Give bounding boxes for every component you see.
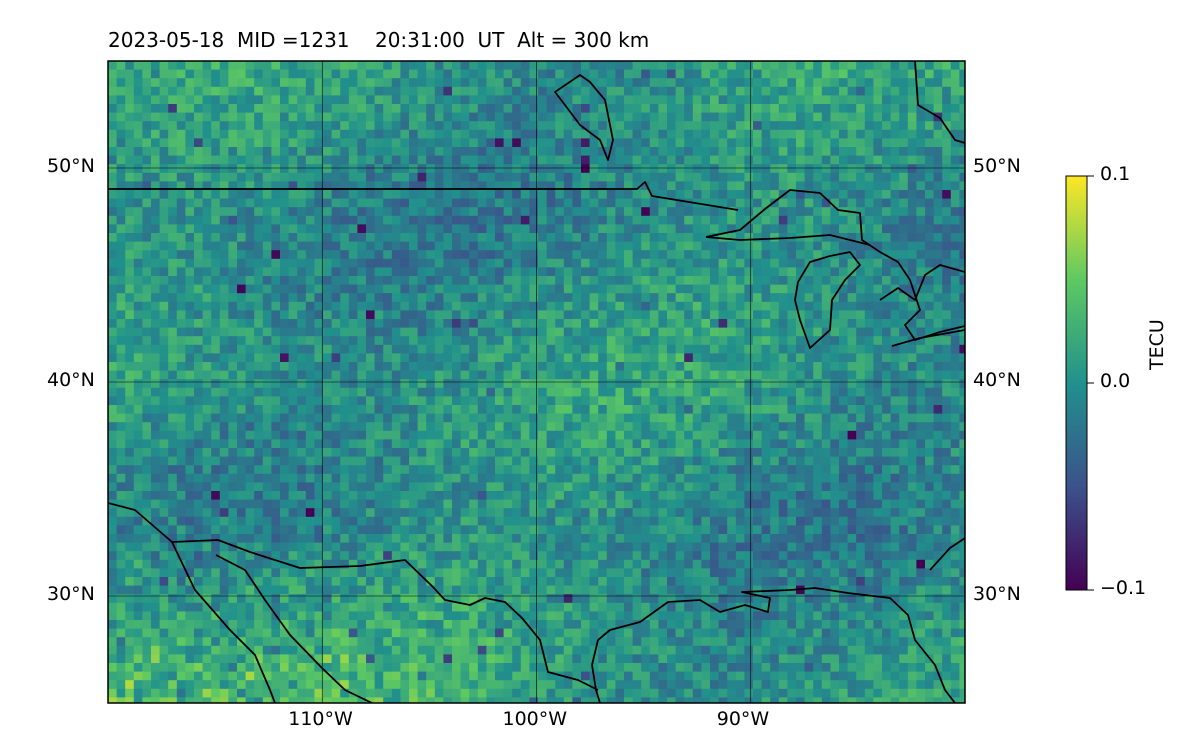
hudson-bay-coast bbox=[554, 74, 614, 161]
tec-perturbation-field bbox=[108, 61, 965, 703]
colorbar-tick-label: −0.1 bbox=[1100, 577, 1147, 599]
mexico-east-coast bbox=[591, 639, 601, 703]
title-time-unit: UT bbox=[477, 28, 505, 52]
title-date: 2023-05-18 bbox=[108, 28, 225, 52]
florida-coast bbox=[929, 537, 965, 571]
us-canada-border bbox=[108, 181, 739, 211]
baja-peninsula-west bbox=[171, 541, 276, 703]
great-lakes-outline bbox=[705, 189, 965, 341]
lake-erie-outline bbox=[891, 329, 965, 347]
latitude-tick-label-left: 30°N bbox=[47, 583, 95, 605]
title-time: 20:31:00 bbox=[374, 28, 465, 52]
colorbar-tick-label: 0.1 bbox=[1100, 163, 1131, 185]
colorbar bbox=[1065, 175, 1088, 591]
colorbar-title: TECU bbox=[1146, 319, 1168, 370]
latitude-tick-label-left: 40°N bbox=[47, 369, 95, 391]
lake-michigan-outline bbox=[794, 251, 861, 349]
longitude-tick-label: 110°W bbox=[288, 708, 353, 730]
latitude-tick-label-right: 40°N bbox=[973, 369, 1021, 391]
colorbar-tick-label: 0.0 bbox=[1100, 370, 1131, 392]
title-altitude: Alt = 300 km bbox=[517, 28, 650, 52]
coastlines-and-borders bbox=[108, 61, 965, 703]
graticule-gridlines bbox=[108, 61, 965, 703]
lake-superior-outline bbox=[705, 234, 871, 246]
latitude-tick-label-left: 50°N bbox=[47, 155, 95, 177]
longitude-tick-label: 100°W bbox=[502, 708, 568, 730]
baja-california-coast bbox=[215, 554, 373, 703]
longitude-tick-label: 90°W bbox=[716, 708, 770, 730]
gulf-coast bbox=[597, 587, 956, 703]
latitude-tick-label-right: 50°N bbox=[973, 155, 1021, 177]
map-title: 2023-05-18 MID =1231 20:31:00 UT Alt = 3… bbox=[108, 28, 649, 52]
colorbar-ticks bbox=[1087, 175, 1094, 591]
northeast-coast bbox=[914, 61, 965, 144]
lake-huron-outline bbox=[879, 264, 965, 301]
latitude-tick-label-right: 30°N bbox=[973, 583, 1021, 605]
us-mexico-border bbox=[108, 502, 599, 691]
title-mid: MID =1231 bbox=[236, 28, 350, 52]
map-frame bbox=[107, 60, 966, 704]
